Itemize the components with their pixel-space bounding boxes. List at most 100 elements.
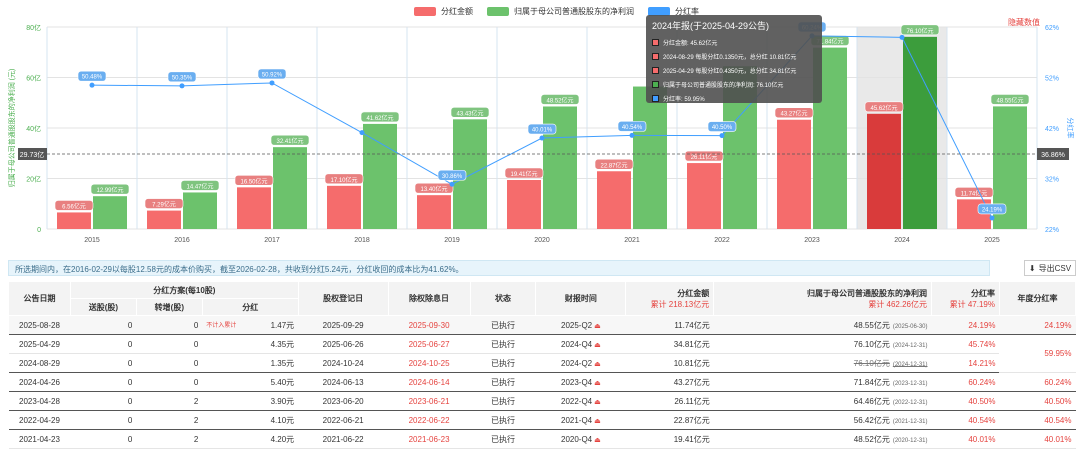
y2-tick-label: 52% <box>1045 76 1059 83</box>
download-icon: ⬇ <box>1028 263 1036 273</box>
profit-data-label: 76.10亿元 <box>906 27 933 35</box>
crosshair-left-badge <box>18 148 47 160</box>
table-row[interactable]: 2022-04-29 0 2 4.10元 2022-06-21 2022-06-22 已执行… <box>8 410 1076 430</box>
exclude-flag: 不计入累计 <box>206 322 237 329</box>
rate-data-label: 50.35% <box>172 75 193 81</box>
bar-dividend <box>777 119 811 229</box>
cell-period[interactable]: 2023-Q4 ⏏ <box>535 372 626 392</box>
pdf-icon[interactable]: ⏏ <box>594 379 601 387</box>
col-status[interactable]: 状态 <box>469 281 537 316</box>
cell-profit-date: (2021-12-31) <box>892 418 928 425</box>
col-song[interactable]: 送股(股) <box>69 298 137 316</box>
table-row[interactable]: 2024-08-29 0 0 1.35元 2024-10-24 2024-10-25 已执行… <box>8 353 1076 373</box>
cell-period[interactable]: 2022-Q4 ⏏ <box>535 391 626 411</box>
col-amount-total: 累计 218.13亿元 <box>650 299 710 309</box>
x-tick-label: 2019 <box>444 237 460 244</box>
tooltip-row-text: 分红金额: 45.62亿元 <box>663 41 718 47</box>
cell-fen-value: 1.35元 <box>270 358 295 368</box>
legend-item-profit[interactable]: 归属于母公司普通股股东的净利润 <box>487 6 634 17</box>
cell-period[interactable]: 2021-Q4 ⏏ <box>535 410 626 430</box>
col-plan: 分红方案(每10股) <box>69 281 299 299</box>
cell-period-value: 2024-Q2 <box>561 358 593 368</box>
col-register-date[interactable]: 股权登记日 <box>297 281 389 316</box>
cell-exdiv-date: 2025-06-27 <box>388 334 471 354</box>
col-fen[interactable]: 分红 <box>201 298 299 316</box>
cell-annual-rate: 40.50% <box>999 391 1076 411</box>
rate-data-label: 40.54% <box>622 125 643 131</box>
pdf-icon[interactable]: ⏏ <box>594 417 601 425</box>
dividend-data-label-bg <box>324 173 364 185</box>
cell-zhuan: 0 <box>136 353 203 373</box>
profit-data-label-bg <box>180 180 220 191</box>
cell-period[interactable]: 2025-Q2 ⏏ <box>535 315 626 335</box>
cell-register-date: 2024-10-24 <box>298 353 389 373</box>
rate-data-label-bg <box>257 68 287 80</box>
dividend-data-label: 45.62亿元 <box>870 104 897 112</box>
profit-data-label: 12.99亿元 <box>96 186 123 194</box>
rate-point <box>269 80 275 86</box>
cell-period[interactable]: 2024-Q2 ⏏ <box>535 353 626 373</box>
dividend-data-label-bg <box>144 198 184 209</box>
cell-profit: 48.55亿元 (2025-06-30) <box>713 315 932 335</box>
dividend-data-label: 16.50亿元 <box>240 177 267 185</box>
cell-period[interactable]: 2020-Q4 ⏏ <box>535 429 626 449</box>
cell-song: 0 <box>70 353 137 373</box>
bar-dividend <box>597 171 631 229</box>
cell-period[interactable]: 2024-Q4 ⏏ <box>535 334 626 354</box>
cell-profit-value: 71.84亿元 (2023-12-31) <box>854 378 928 387</box>
profit-data-label: 48.55亿元 <box>996 96 1023 104</box>
export-csv-button[interactable]: ⬇ 导出CSV <box>1024 260 1076 276</box>
table-row[interactable]: 2025-08-28 0 0 不计入累计 1.47元 2025-09-29 2025-09-… <box>8 315 1076 335</box>
col-announce-date[interactable]: 公告日期 <box>8 281 71 316</box>
dividend-data-label: 26.11亿元 <box>691 153 718 161</box>
cell-zhuan: 0 <box>136 315 203 335</box>
profit-data-label-bg <box>360 111 400 123</box>
col-rate-label: 分红率 <box>970 288 995 298</box>
pdf-icon[interactable]: ⏏ <box>594 341 601 349</box>
cell-zhuan: 2 <box>136 391 203 411</box>
rate-data-label-bg <box>527 123 557 135</box>
pdf-icon[interactable]: ⏏ <box>594 360 601 368</box>
rate-data-label-bg <box>617 121 647 132</box>
chart-canvas: 0 22% 20亿 32% 40亿 42% 60亿 52% 80亿 62% 归属于母公司普通股股东的… <box>7 21 1075 244</box>
table-row[interactable]: 2023-04-28 0 2 3.90元 2023-06-20 2023-06-21 已执行… <box>8 391 1076 411</box>
dividend-data-label: 7.29亿元 <box>152 201 176 209</box>
profit-data-label-bg <box>990 94 1030 105</box>
cell-song: 0 <box>70 410 137 430</box>
legend-item-dividend[interactable]: 分红金额 <box>414 6 473 17</box>
col-rate[interactable]: 分红率 累计 47.19% <box>931 281 1000 316</box>
x-tick-label: 2022 <box>714 237 730 244</box>
legend-item-rate[interactable]: 分红率 <box>648 6 699 17</box>
bar-profit <box>183 192 217 229</box>
col-annual-rate[interactable]: 年度分红率 <box>998 281 1077 316</box>
table-row[interactable]: 2021-04-23 0 2 4.20元 2021-06-22 2021-06-23 已执行… <box>8 429 1076 449</box>
col-amount[interactable]: 分红金额 累计 218.13亿元 <box>625 281 715 316</box>
cell-rate: 40.01% <box>931 429 1000 449</box>
cell-exdiv-date: 2022-06-22 <box>388 410 471 430</box>
cell-amount: 19.41亿元 <box>625 429 714 449</box>
dividend-data-label: 11.74亿元 <box>961 189 988 197</box>
col-exdiv-date[interactable]: 除权除息日 <box>387 281 471 316</box>
profit-data-label-bg <box>90 183 130 195</box>
table-row[interactable]: 2025-04-29 0 0 4.35元 2025-06-26 2025-06-27 已执行… <box>8 334 1076 373</box>
cell-profit-amount: 64.46亿元 <box>853 396 890 406</box>
table-row[interactable]: 2024-04-26 0 0 5.40元 2024-06-13 2024-06-14 已执行… <box>8 372 1076 392</box>
hide-values-toggle[interactable]: 隐藏数值 <box>1008 18 1040 27</box>
pdf-icon[interactable]: ⏏ <box>594 322 601 330</box>
crosshair-right-badge <box>1037 148 1069 160</box>
cell-date: 2024-08-29 <box>8 353 71 373</box>
col-zhuan[interactable]: 转增(股) <box>135 298 203 316</box>
col-period[interactable]: 财报时间 <box>535 281 627 316</box>
rate-data-label-bg <box>707 121 737 132</box>
export-csv-label: 导出CSV <box>1038 263 1072 273</box>
pdf-icon[interactable]: ⏏ <box>594 398 601 406</box>
cell-profit: 56.42亿元 (2021-12-31) <box>713 410 932 430</box>
profit-data-label: 71.84亿元 <box>816 38 843 46</box>
col-profit[interactable]: 归属于母公司普通股股东的净利润 累计 462.26亿元 <box>713 281 933 316</box>
cell-amount: 22.87亿元 <box>625 410 714 430</box>
pdf-icon[interactable]: ⏏ <box>594 436 601 444</box>
bar-dividend <box>57 212 91 229</box>
cell-exdiv-date: 2024-06-14 <box>388 372 471 392</box>
chart-tooltip: 2024年报(于2025-04-29公告) 分红金额: 45.62亿元 2024… <box>646 15 822 103</box>
y-tick-label: 20亿 <box>26 175 41 184</box>
